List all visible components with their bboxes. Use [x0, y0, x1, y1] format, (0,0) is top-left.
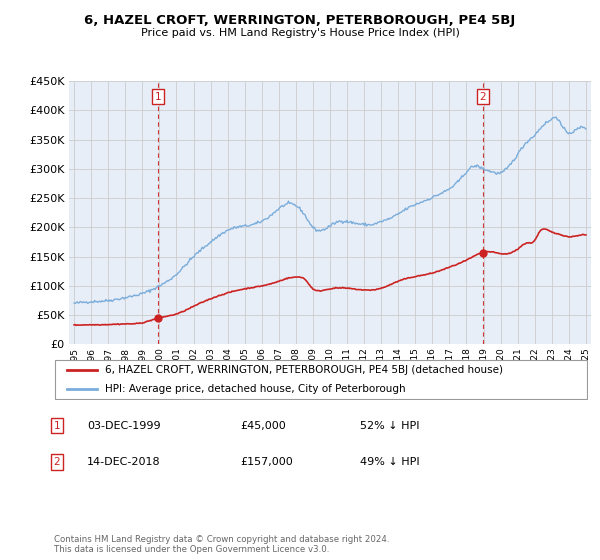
Text: 1: 1 — [155, 92, 161, 102]
Text: 6, HAZEL CROFT, WERRINGTON, PETERBOROUGH, PE4 5BJ: 6, HAZEL CROFT, WERRINGTON, PETERBOROUGH… — [85, 14, 515, 27]
Text: Contains HM Land Registry data © Crown copyright and database right 2024.
This d: Contains HM Land Registry data © Crown c… — [54, 535, 389, 554]
Text: 6, HAZEL CROFT, WERRINGTON, PETERBOROUGH, PE4 5BJ (detached house): 6, HAZEL CROFT, WERRINGTON, PETERBOROUGH… — [105, 365, 503, 375]
Text: 03-DEC-1999: 03-DEC-1999 — [87, 421, 161, 431]
Text: HPI: Average price, detached house, City of Peterborough: HPI: Average price, detached house, City… — [105, 384, 406, 394]
FancyBboxPatch shape — [55, 360, 587, 399]
Text: 49% ↓ HPI: 49% ↓ HPI — [360, 457, 419, 467]
Text: 2: 2 — [53, 457, 61, 467]
Text: Price paid vs. HM Land Registry's House Price Index (HPI): Price paid vs. HM Land Registry's House … — [140, 28, 460, 38]
Text: £45,000: £45,000 — [240, 421, 286, 431]
Text: 2: 2 — [479, 92, 486, 102]
Text: 1: 1 — [53, 421, 61, 431]
Text: 52% ↓ HPI: 52% ↓ HPI — [360, 421, 419, 431]
Text: 14-DEC-2018: 14-DEC-2018 — [87, 457, 161, 467]
Text: £157,000: £157,000 — [240, 457, 293, 467]
